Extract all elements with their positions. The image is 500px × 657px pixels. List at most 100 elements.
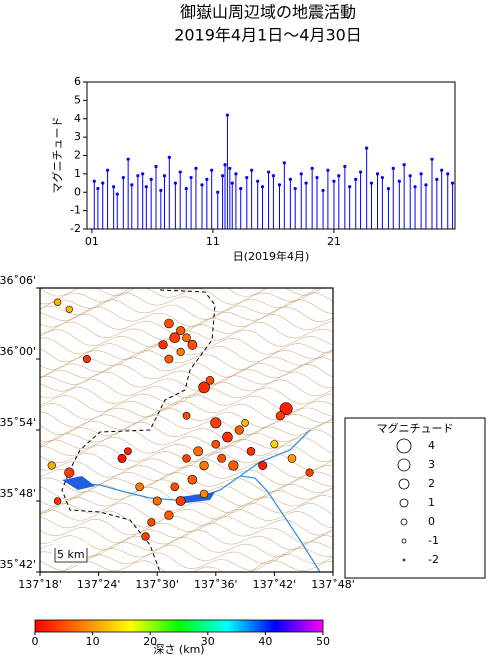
- epicenter: [270, 440, 279, 449]
- stem-head: [380, 175, 384, 180]
- stem-head: [126, 157, 130, 161]
- epicenter: [164, 510, 174, 520]
- stem-head: [419, 172, 423, 176]
- epicenter: [211, 439, 221, 449]
- stem-head: [365, 146, 369, 150]
- colorbar-tick-label: 40: [258, 635, 272, 648]
- colorbar-tick-label: 50: [316, 635, 330, 648]
- epicenter: [164, 318, 174, 329]
- epicenter: [187, 474, 198, 485]
- y-tick-label: 35˚42': [0, 558, 36, 571]
- epicenter: [158, 340, 168, 350]
- y-tick-label: 4: [74, 112, 81, 125]
- epicenter: [53, 497, 62, 505]
- stem-head: [144, 185, 148, 189]
- stem-head: [245, 175, 249, 180]
- contour: [40, 299, 333, 320]
- legend-symbol: [397, 458, 411, 472]
- contour: [40, 529, 333, 551]
- stem-head: [228, 166, 232, 170]
- colorbar-label: 深さ (km): [153, 643, 204, 656]
- epicenter: [170, 482, 180, 492]
- stem-head: [112, 185, 116, 189]
- map-background: [40, 288, 333, 572]
- stem-head: [101, 181, 105, 185]
- contour: [40, 436, 333, 456]
- epicenter: [222, 431, 233, 443]
- epicenter: [258, 460, 268, 470]
- stem-head: [430, 157, 434, 161]
- scale-bar-label: 5 km: [57, 548, 85, 561]
- stem-head: [184, 186, 188, 191]
- contour: [40, 329, 333, 348]
- stem-head: [321, 188, 325, 193]
- stem-head: [167, 155, 171, 159]
- epicenter: [135, 482, 144, 492]
- stem-head: [310, 166, 314, 170]
- epicenter: [241, 419, 249, 427]
- contour: [40, 421, 333, 443]
- epicenter: [176, 326, 186, 336]
- stem-head: [162, 174, 167, 178]
- legend-label: 3: [428, 458, 435, 471]
- stem-head: [223, 163, 227, 167]
- stem-head: [210, 168, 214, 172]
- contour: [40, 544, 333, 565]
- colorbar-tick-label: 10: [86, 635, 100, 648]
- contour: [40, 343, 333, 363]
- stem-head: [239, 186, 243, 191]
- epicenter: [175, 496, 186, 506]
- stem-head: [200, 183, 204, 187]
- y-tick-label: -1: [70, 204, 81, 217]
- epicenter: [193, 446, 204, 457]
- stem-head: [304, 181, 308, 185]
- stem-head: [343, 164, 347, 169]
- stem-head: [173, 181, 177, 185]
- legend-symbol: [396, 438, 412, 454]
- y-tick-label: 2: [74, 149, 81, 162]
- x-tick-label: 137˚18': [18, 578, 62, 591]
- epicenter: [279, 402, 293, 416]
- border: [61, 289, 216, 572]
- x-tick-label: 137˚30': [135, 578, 179, 591]
- legend-symbol: [399, 498, 409, 508]
- y-tick-label: 0: [74, 185, 81, 198]
- stem-head: [408, 174, 412, 178]
- epicenter: [64, 467, 75, 478]
- contour: [40, 288, 320, 305]
- x-tick-label: 137˚48': [311, 578, 355, 591]
- contour: [40, 458, 333, 478]
- stem-head: [225, 113, 230, 117]
- stem-head: [96, 186, 100, 191]
- stem-head: [326, 168, 330, 172]
- stem-head: [136, 174, 140, 178]
- lake: [62, 476, 215, 503]
- y-tick-label: 1: [74, 167, 81, 180]
- stem-head: [92, 179, 96, 183]
- epicenter: [182, 411, 191, 420]
- legend-box: [344, 417, 486, 579]
- epicenter: [65, 305, 73, 313]
- y-tick-label: 5: [74, 93, 81, 106]
- stem-head: [424, 183, 428, 187]
- x-axis-label: 日(2019年4月): [233, 249, 310, 263]
- epicenter: [275, 411, 285, 421]
- epicenter: [164, 354, 174, 364]
- epicenter: [199, 460, 209, 471]
- stem-head: [386, 186, 391, 191]
- contour: [40, 537, 333, 558]
- stem-head: [282, 161, 286, 165]
- contour: [62, 560, 333, 572]
- stem-head: [293, 186, 297, 191]
- stem-head: [391, 166, 395, 170]
- epicenter: [228, 460, 239, 471]
- x-tick-label: 11: [206, 235, 220, 248]
- stem-head: [141, 172, 145, 176]
- stem-head: [178, 170, 182, 174]
- contour: [40, 444, 333, 463]
- y-tick-label: 35˚48': [0, 487, 36, 500]
- stem-head: [205, 177, 209, 181]
- stem-head: [250, 168, 254, 172]
- stem-head: [266, 170, 271, 174]
- y-tick-label: 6: [74, 75, 81, 88]
